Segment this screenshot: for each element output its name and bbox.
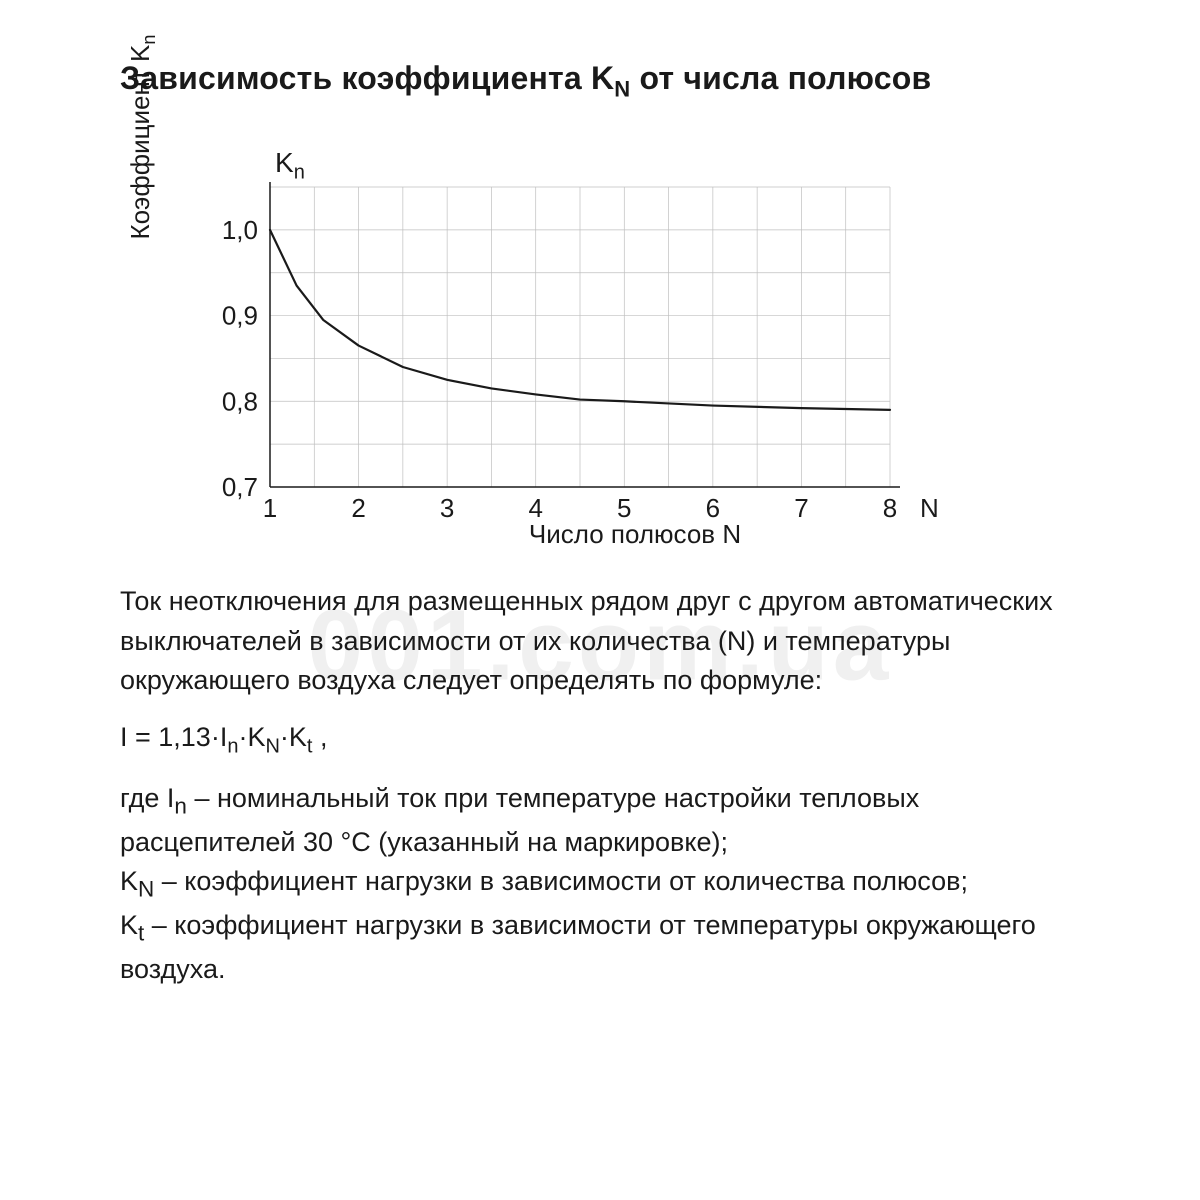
page-title: Зависимость коэффициента KN от числа пол… bbox=[120, 60, 1080, 102]
title-tail: от числа полюсов bbox=[630, 60, 931, 96]
svg-text:1: 1 bbox=[263, 493, 277, 523]
paragraph-1: Ток неотключения для размещенных рядом д… bbox=[120, 582, 1080, 699]
chart-container: Kn Коэффициент Kn 0,70,80,91,012345678N … bbox=[190, 152, 1080, 532]
chart-y-label: Коэффициент Kn bbox=[125, 35, 160, 240]
title-sub: N bbox=[614, 76, 630, 101]
top-label-main: K bbox=[275, 147, 294, 178]
svg-text:7: 7 bbox=[794, 493, 808, 523]
svg-text:2: 2 bbox=[351, 493, 365, 523]
paragraph-2: где In – номинальный ток при температуре… bbox=[120, 779, 1080, 989]
formula: I = 1,13·In·KN·Kt , bbox=[120, 718, 1080, 761]
svg-text:1,0: 1,0 bbox=[222, 215, 258, 245]
svg-text:0,7: 0,7 bbox=[222, 472, 258, 502]
kn-chart: 0,70,80,91,012345678N bbox=[190, 152, 970, 532]
svg-text:N: N bbox=[920, 493, 939, 523]
svg-text:0,9: 0,9 bbox=[222, 301, 258, 331]
ylabel-main: Коэффициент K bbox=[125, 45, 155, 240]
chart-top-label: Kn bbox=[275, 147, 305, 185]
body-text: Ток неотключения для размещенных рядом д… bbox=[120, 582, 1080, 989]
svg-text:0,8: 0,8 bbox=[222, 387, 258, 417]
chart-x-label: Число полюсов N bbox=[529, 519, 741, 550]
ylabel-sub: n bbox=[139, 35, 159, 45]
svg-text:8: 8 bbox=[883, 493, 897, 523]
svg-text:3: 3 bbox=[440, 493, 454, 523]
title-main: Зависимость коэффициента K bbox=[120, 60, 614, 96]
top-label-sub: n bbox=[294, 162, 305, 184]
